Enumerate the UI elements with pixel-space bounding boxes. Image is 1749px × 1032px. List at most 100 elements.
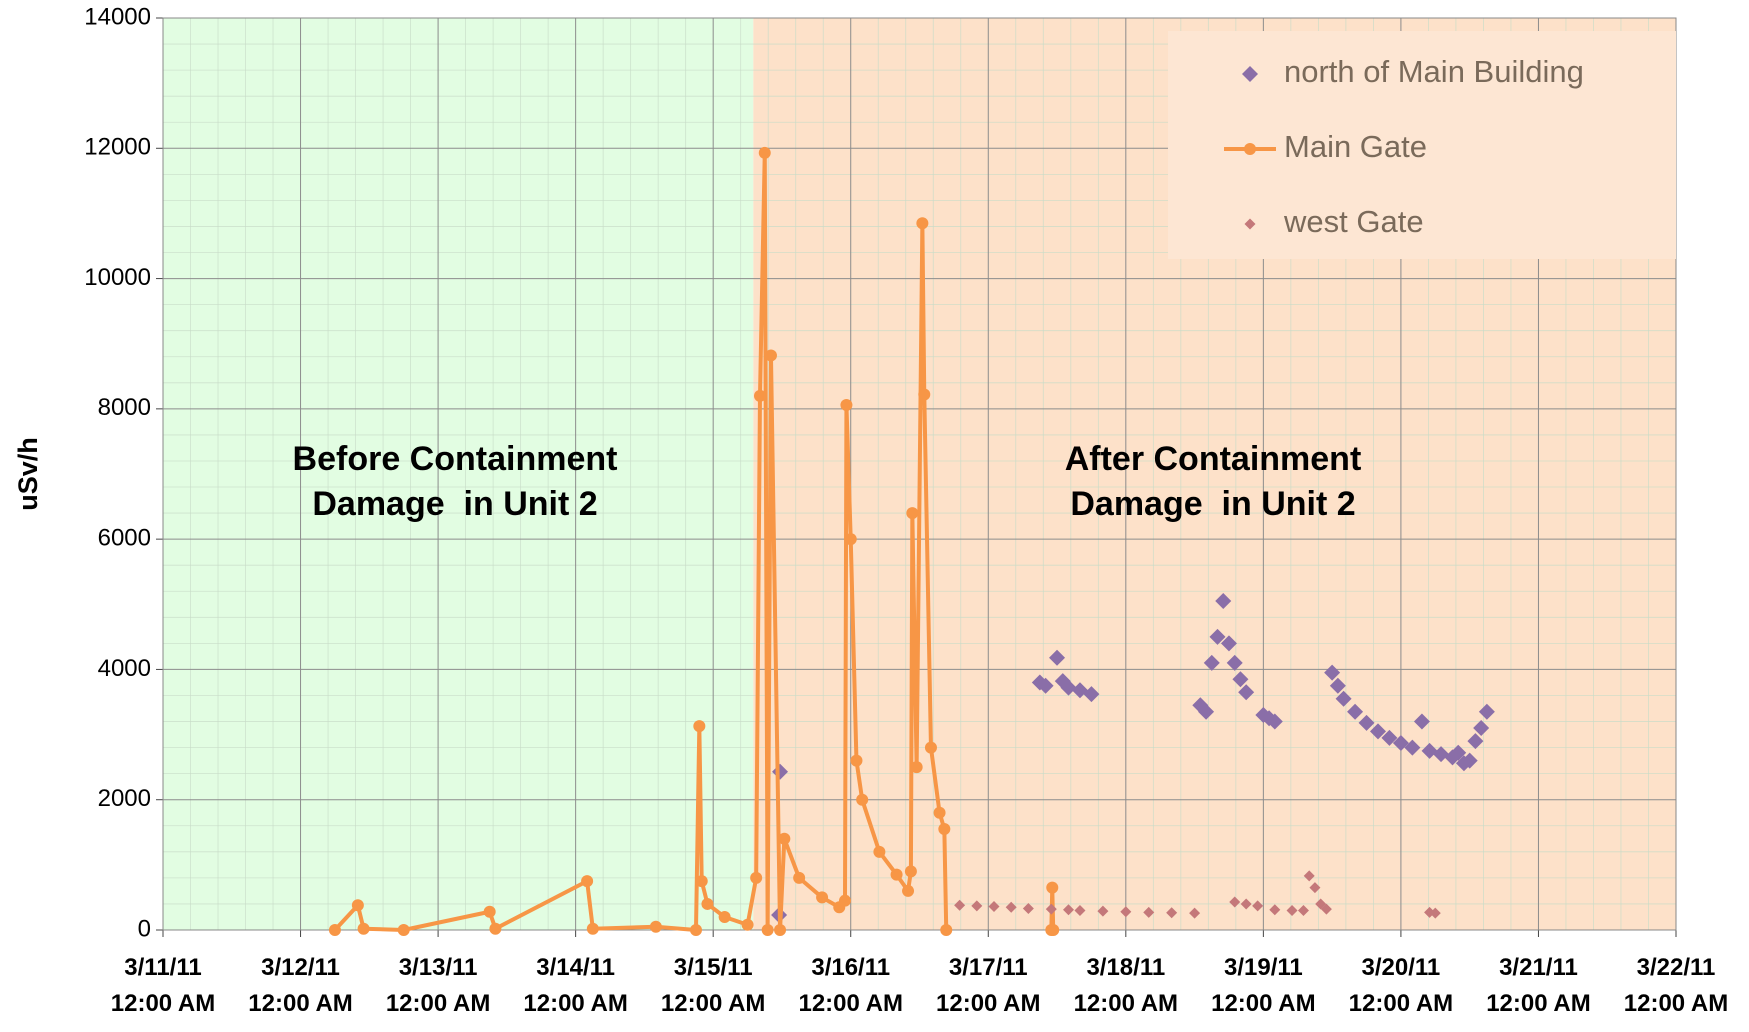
data-point — [1433, 746, 1450, 763]
data-point — [1047, 924, 1060, 936]
data-point — [1286, 904, 1298, 916]
data-point — [1303, 870, 1315, 882]
data-point — [489, 922, 502, 935]
data-point — [1229, 896, 1241, 908]
data-point — [1022, 903, 1034, 915]
data-point — [933, 806, 946, 819]
x-tick-label: 3/11/11 12:00 AM — [110, 954, 216, 1017]
data-point — [774, 924, 787, 936]
data-point — [581, 875, 594, 888]
y-tick-label: 6000 — [98, 524, 151, 551]
data-point — [483, 905, 496, 918]
data-point — [586, 922, 599, 935]
data-point — [1392, 735, 1409, 752]
data-point — [873, 845, 886, 858]
data-point — [1215, 593, 1232, 610]
data-point — [924, 741, 937, 754]
data-point — [1083, 686, 1100, 703]
data-point — [844, 533, 857, 546]
data-point — [761, 924, 774, 936]
y-tick-label: 0 — [138, 915, 151, 942]
data-point — [1335, 690, 1352, 707]
data-point — [328, 924, 341, 936]
data-point — [1461, 752, 1478, 769]
data-point — [1209, 628, 1226, 645]
data-point — [1478, 703, 1495, 720]
y-tick-label: 8000 — [98, 394, 151, 421]
data-point — [971, 900, 983, 912]
x-tick-label: 3/17/11 12:00 AM — [936, 954, 1041, 1017]
data-point — [816, 891, 829, 904]
y-tick-label: 4000 — [98, 655, 151, 682]
data-point — [764, 349, 777, 362]
data-point — [1358, 714, 1375, 731]
data-point — [910, 761, 923, 774]
data-point — [916, 217, 929, 230]
data-point — [890, 868, 903, 881]
data-point — [1060, 679, 1077, 696]
data-point — [1238, 684, 1255, 701]
data-point — [938, 823, 951, 836]
data-point — [695, 875, 708, 888]
data-point — [753, 389, 766, 402]
data-point — [1369, 723, 1386, 740]
y-tick-label: 2000 — [98, 785, 151, 812]
data-point — [1045, 903, 1057, 915]
annotation: After Containment — [1064, 440, 1362, 478]
data-point — [988, 901, 1000, 913]
data-point — [1413, 713, 1430, 730]
x-tick-label: 3/22/11 12:00 AM — [1623, 954, 1729, 1017]
data-point — [1429, 907, 1441, 919]
x-tick-label: 3/18/11 12:00 AM — [1073, 954, 1179, 1017]
data-point — [701, 897, 714, 910]
x-tick-label: 3/15/11 12:00 AM — [660, 954, 766, 1017]
data-point — [1320, 903, 1332, 915]
x-tick-label: 3/21/11 12:00 AM — [1486, 954, 1591, 1017]
y-tick-label: 12000 — [84, 134, 151, 161]
data-point — [1324, 664, 1341, 681]
data-point — [1309, 882, 1321, 894]
data-point — [750, 871, 763, 884]
x-tick-label: 3/20/11 12:00 AM — [1348, 954, 1454, 1017]
data-point — [1252, 900, 1264, 912]
legend-label: west Gate — [1283, 204, 1424, 239]
data-point — [1198, 703, 1215, 720]
legend-marker — [1242, 66, 1258, 82]
legend-label: north of Main Building — [1284, 54, 1584, 89]
data-point — [689, 924, 702, 936]
data-point — [1037, 677, 1054, 694]
data-point — [397, 924, 410, 936]
data-point — [1074, 904, 1086, 916]
data-point — [1005, 901, 1017, 913]
data-point — [718, 910, 731, 923]
region — [163, 18, 754, 930]
x-tick-label: 3/19/11 12:00 AM — [1211, 954, 1316, 1017]
data-point — [1240, 898, 1252, 910]
data-point — [1220, 635, 1237, 652]
data-point — [1269, 904, 1281, 916]
data-point — [1404, 739, 1421, 756]
data-point — [1189, 907, 1201, 919]
data-point — [1467, 733, 1484, 750]
data-point — [1063, 904, 1075, 916]
data-point — [838, 894, 851, 907]
data-point — [351, 899, 364, 912]
annotation: Damage in Unit 2 — [312, 485, 598, 523]
y-tick-label: 10000 — [84, 264, 151, 291]
x-tick-label: 3/16/11 12:00 AM — [798, 954, 903, 1017]
annotation: Damage in Unit 2 — [1070, 485, 1356, 523]
data-point — [693, 720, 706, 733]
data-point — [357, 922, 370, 935]
data-point — [1297, 904, 1309, 916]
data-point — [1381, 729, 1398, 746]
data-point — [902, 884, 915, 897]
legend-marker — [1244, 143, 1256, 155]
data-point — [954, 899, 966, 911]
y-axis-label: uSv/h — [13, 437, 43, 511]
data-point — [904, 865, 917, 878]
data-point — [1450, 744, 1467, 761]
data-point — [1232, 671, 1249, 688]
y-tick-label: 14000 — [84, 3, 151, 30]
